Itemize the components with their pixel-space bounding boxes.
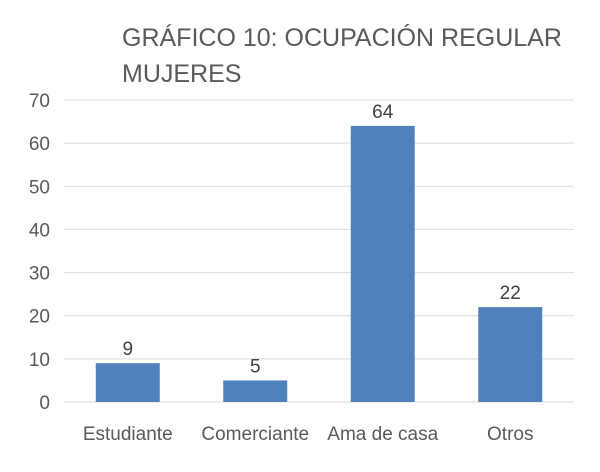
y-tick-label: 0 [39,393,50,414]
y-tick-label: 40 [29,220,50,241]
y-tick-label: 70 [29,91,50,112]
data-label: 64 [372,102,394,123]
data-label: 9 [122,339,133,360]
y-tick-label: 50 [29,177,50,198]
data-label: 5 [250,356,261,377]
x-category-label: Otros [487,424,533,445]
bar [95,363,160,402]
bar [223,380,288,402]
y-tick-label: 30 [29,264,50,285]
x-category-label: Estudiante [83,424,173,445]
data-label: 22 [500,283,521,304]
x-category-label: Comerciante [201,424,309,445]
bar [350,125,415,402]
chart-title-line-2: MUJERES [122,60,242,88]
y-tick-label: 10 [29,350,50,371]
bar [478,307,543,402]
y-tick-label: 60 [29,134,50,155]
chart-title-line-1: GRÁFICO 10: OCUPACIÓN REGULAR [122,24,562,52]
y-tick-label: 20 [29,307,50,328]
x-category-label: Ama de casa [327,424,438,445]
